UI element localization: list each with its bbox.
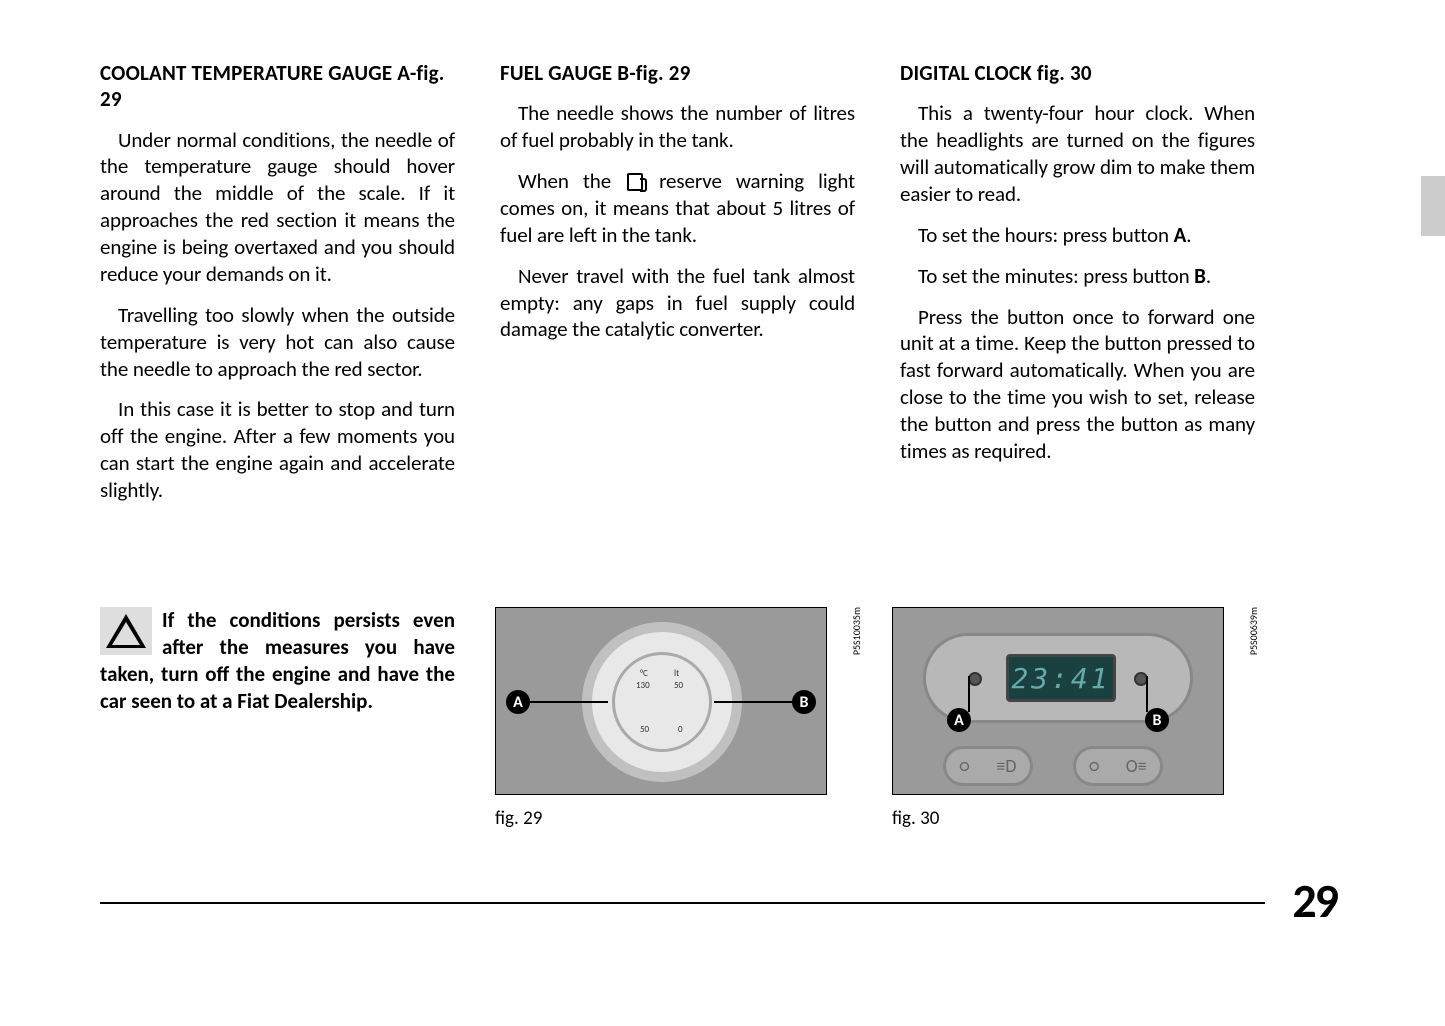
col2-p2: When the reserve warning light comes on,… (500, 168, 855, 249)
clock-button-a (968, 672, 982, 686)
col2-p2a: When the (518, 168, 625, 194)
heading-clock: DIGITAL CLOCK fig. 30 (900, 60, 1255, 86)
col3-p4: Press the button once to forward one uni… (900, 304, 1255, 465)
fig30-line-b (1146, 676, 1148, 712)
fig29-line-b (714, 701, 792, 703)
warning-icon (100, 607, 152, 655)
fig30-image: 23:41 ○≡D ○O≡ A B (892, 607, 1224, 795)
fig30-caption: fig. 30 (892, 807, 1244, 830)
col2-p1: The needle shows the number of litres of… (500, 100, 855, 154)
gauge-inner (612, 652, 712, 752)
fig30-code: P5S00639m (1247, 607, 1260, 655)
col3-p2a: To set the hours: press button (918, 222, 1174, 248)
page-content: COOLANT TEMPERATURE GAUGE A-fig. 29 Unde… (100, 60, 1345, 930)
col3-p2c: . (1186, 222, 1191, 248)
column-1: COOLANT TEMPERATURE GAUGE A-fig. 29 Unde… (100, 60, 455, 518)
footer-rule (100, 902, 1265, 904)
temp-unit: °C (640, 668, 648, 679)
col3-p3c: . (1206, 263, 1211, 289)
figure-30: 23:41 ○≡D ○O≡ A B P5S00639m fig. 30 (892, 607, 1244, 830)
col3-p3: To set the minutes: press button B. (900, 263, 1255, 290)
fig29-label-a: A (506, 690, 530, 714)
side-tab (1421, 176, 1445, 236)
fuel-unit: lt (674, 668, 679, 679)
col3-p2: To set the hours: press button A. (900, 222, 1255, 249)
warning-triangle-icon (106, 614, 146, 648)
temp-hi: 130 (636, 680, 650, 691)
clock-lcd: 23:41 (1006, 654, 1116, 702)
column-2: FUEL GAUGE B-fig. 29 The needle shows th… (500, 60, 855, 518)
front-fog-icon: ≡D (996, 755, 1016, 777)
fig29-label-b: B (792, 690, 816, 714)
rear-fog-icon: O≡ (1126, 755, 1147, 777)
fig29-image: °C 130 50 lt 50 0 A B (495, 607, 827, 795)
col3-p3a: To set the minutes: press button (918, 263, 1194, 289)
heading-coolant: COOLANT TEMPERATURE GAUGE A-fig. 29 (100, 60, 455, 113)
foglight-buttons: ○ ≡D ○ O≡ (943, 746, 1163, 786)
col1-p2: Travelling too slowly when the outside t… (100, 302, 455, 383)
col3-p3b: B (1194, 263, 1206, 289)
warning-text: If the conditions persists even after th… (100, 607, 455, 715)
fig30-line-a (968, 676, 970, 712)
text-columns: COOLANT TEMPERATURE GAUGE A-fig. 29 Unde… (100, 60, 1345, 518)
col3-p1: This a twenty-four hour clock. When the … (900, 100, 1255, 208)
front-fog-button: ○ ≡D (943, 746, 1033, 786)
warning-box: If the conditions persists even after th… (100, 607, 455, 715)
heading-fuel: FUEL GAUGE B-fig. 29 (500, 60, 855, 86)
figures-row: °C 130 50 lt 50 0 A B P5S10035m fig. 29 (495, 607, 1244, 830)
page-number: 29 (1292, 871, 1337, 930)
col2-p3: Never travel with the fuel tank almost e… (500, 263, 855, 344)
fuel-reserve-icon (627, 173, 643, 191)
fig29-line-a (530, 701, 608, 703)
temp-lo: 50 (640, 724, 649, 735)
fig30-label-b: B (1145, 708, 1169, 732)
col1-p3: In this case it is better to stop and tu… (100, 396, 455, 504)
fig29-caption: fig. 29 (495, 807, 847, 830)
led-icon: ○ (960, 755, 970, 777)
column-3: DIGITAL CLOCK fig. 30 This a twenty-four… (900, 60, 1255, 518)
fig29-code: P5S10035m (850, 607, 863, 655)
col3-p2b: A (1174, 222, 1187, 248)
figure-29: °C 130 50 lt 50 0 A B P5S10035m fig. 29 (495, 607, 847, 830)
rear-fog-button: ○ O≡ (1073, 746, 1163, 786)
led-icon: ○ (1089, 755, 1099, 777)
fuel-hi: 50 (674, 680, 683, 691)
fuel-lo: 0 (678, 724, 683, 735)
col1-p1: Under normal conditions, the needle of t… (100, 127, 455, 288)
